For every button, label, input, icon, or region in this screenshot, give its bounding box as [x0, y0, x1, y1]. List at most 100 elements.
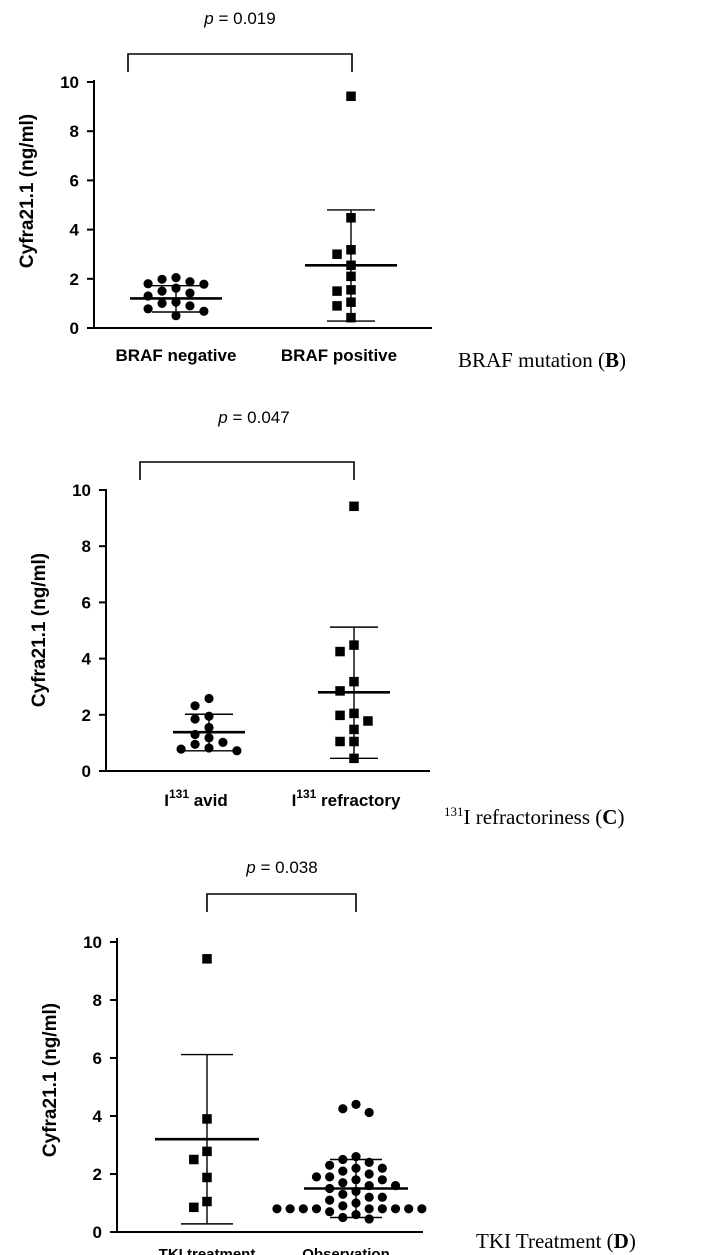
data-point: [157, 298, 167, 308]
data-point: [325, 1207, 335, 1217]
data-point: [190, 701, 200, 711]
y-tick-label: 0: [93, 1223, 102, 1242]
significance-bracket: [139, 461, 355, 480]
y-tick-label: 4: [82, 650, 92, 669]
data-point: [143, 279, 153, 289]
data-point: [351, 1099, 361, 1109]
y-axis-label: Cyfra21.1 (ng/ml): [29, 553, 50, 707]
data-point: [189, 1154, 199, 1165]
y-tick-label: 0: [70, 319, 79, 338]
significance-bracket: [206, 893, 357, 912]
panel-caption: BRAF mutation (B): [458, 348, 626, 372]
data-point: [335, 686, 345, 696]
data-point: [311, 1172, 322, 1182]
x-category-label: TKI treatment: [159, 1246, 256, 1255]
data-point: [204, 693, 214, 704]
data-point: [202, 1196, 212, 1207]
data-point: [349, 676, 359, 687]
data-point: [351, 1198, 361, 1208]
y-tick-label: 8: [70, 122, 79, 141]
data-point: [325, 1172, 335, 1182]
y-tick-label: 2: [93, 1165, 102, 1184]
data-point: [338, 1212, 348, 1223]
data-point: [185, 288, 195, 298]
data-point: [364, 1192, 374, 1202]
data-point: [157, 274, 167, 284]
data-point: [202, 1146, 212, 1157]
data-point: [204, 711, 214, 721]
data-point: [349, 736, 359, 747]
data-point: [338, 1166, 348, 1176]
data-point: [364, 1204, 374, 1214]
data-point: [346, 312, 356, 323]
data-point: [377, 1192, 387, 1202]
data-marks: [173, 501, 390, 764]
data-point: [190, 739, 200, 749]
y-axis-ticks: 0 2 4 6 8 10: [83, 933, 117, 1242]
data-point: [325, 1195, 335, 1205]
data-point: [364, 1169, 374, 1179]
data-point: [364, 1157, 374, 1167]
data-marks: [130, 91, 397, 323]
data-point: [335, 646, 345, 657]
data-point: [185, 277, 195, 287]
y-tick-label: 6: [82, 593, 91, 612]
x-category-label: I131 avid: [164, 787, 228, 810]
y-tick-label: 4: [93, 1107, 103, 1126]
data-point: [171, 297, 181, 307]
p-value-label: p = 0.019: [203, 9, 275, 28]
panel-caption: 131I refractoriness (C): [444, 804, 624, 829]
data-point: [298, 1204, 308, 1214]
data-point: [349, 501, 359, 512]
data-point: [338, 1154, 348, 1165]
p-value-label: p = 0.047: [217, 408, 289, 427]
data-point: [232, 746, 242, 756]
y-tick-label: 8: [82, 537, 91, 556]
data-point: [364, 1107, 374, 1118]
data-point: [157, 286, 167, 296]
data-point: [349, 708, 359, 719]
y-tick-label: 6: [70, 171, 79, 190]
panel-d: p = 0.038 Cyfra21.1 (ng/ml) 0 2 4 6 8 10 TKI …: [40, 858, 636, 1255]
data-point: [351, 1152, 361, 1162]
data-point: [185, 301, 195, 311]
data-point: [332, 301, 342, 311]
panel-caption: TKI Treatment (D): [476, 1229, 636, 1253]
data-point: [218, 737, 228, 747]
significance-bracket: [127, 53, 353, 72]
data-point: [351, 1210, 361, 1220]
data-point: [199, 306, 209, 316]
data-point: [351, 1175, 361, 1185]
y-tick-label: 10: [60, 73, 79, 92]
data-point: [346, 285, 356, 295]
data-point: [377, 1175, 387, 1185]
data-point: [176, 744, 186, 754]
data-point: [204, 743, 214, 753]
data-point: [199, 279, 209, 289]
data-point: [190, 714, 200, 724]
y-tick-label: 10: [72, 481, 91, 500]
data-point: [338, 1104, 348, 1114]
data-point: [377, 1204, 387, 1214]
data-point: [204, 722, 214, 733]
data-point: [335, 710, 345, 721]
data-point: [202, 1114, 212, 1124]
y-axis-ticks: 0 2 4 6 8 10: [60, 73, 94, 338]
data-point: [171, 283, 181, 293]
p-value-label: p = 0.038: [245, 858, 317, 877]
data-point: [377, 1163, 387, 1173]
y-tick-label: 8: [93, 991, 102, 1010]
data-point: [390, 1204, 401, 1214]
x-category-label: BRAF positive: [281, 346, 397, 365]
x-category-label: BRAF negative: [116, 346, 237, 365]
data-point: [364, 1214, 374, 1224]
data-point: [171, 272, 181, 283]
data-point: [351, 1163, 361, 1173]
data-point: [404, 1204, 414, 1214]
y-tick-label: 0: [82, 762, 91, 781]
x-category-label: Observation: [302, 1246, 390, 1255]
data-point: [417, 1204, 427, 1214]
data-point: [202, 954, 212, 964]
data-point: [363, 716, 373, 726]
data-point: [143, 304, 153, 314]
